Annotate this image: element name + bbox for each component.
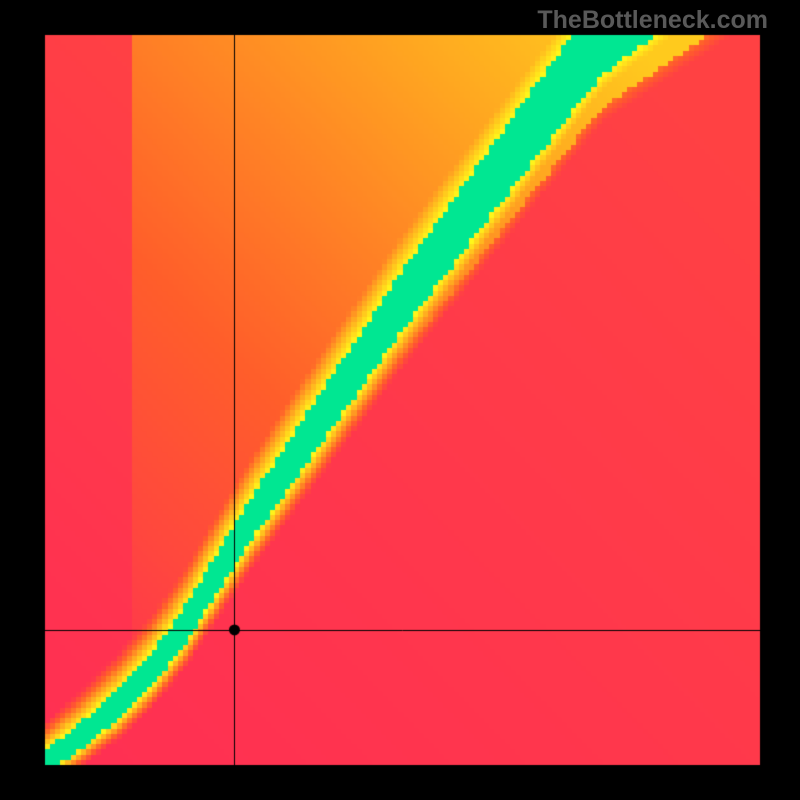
bottleneck-heatmap — [0, 0, 800, 800]
watermark-text: TheBottleneck.com — [537, 6, 768, 35]
chart-container: TheBottleneck.com — [0, 0, 800, 800]
